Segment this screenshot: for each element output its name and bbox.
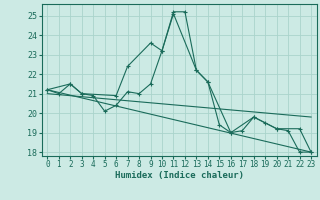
X-axis label: Humidex (Indice chaleur): Humidex (Indice chaleur) [115,171,244,180]
